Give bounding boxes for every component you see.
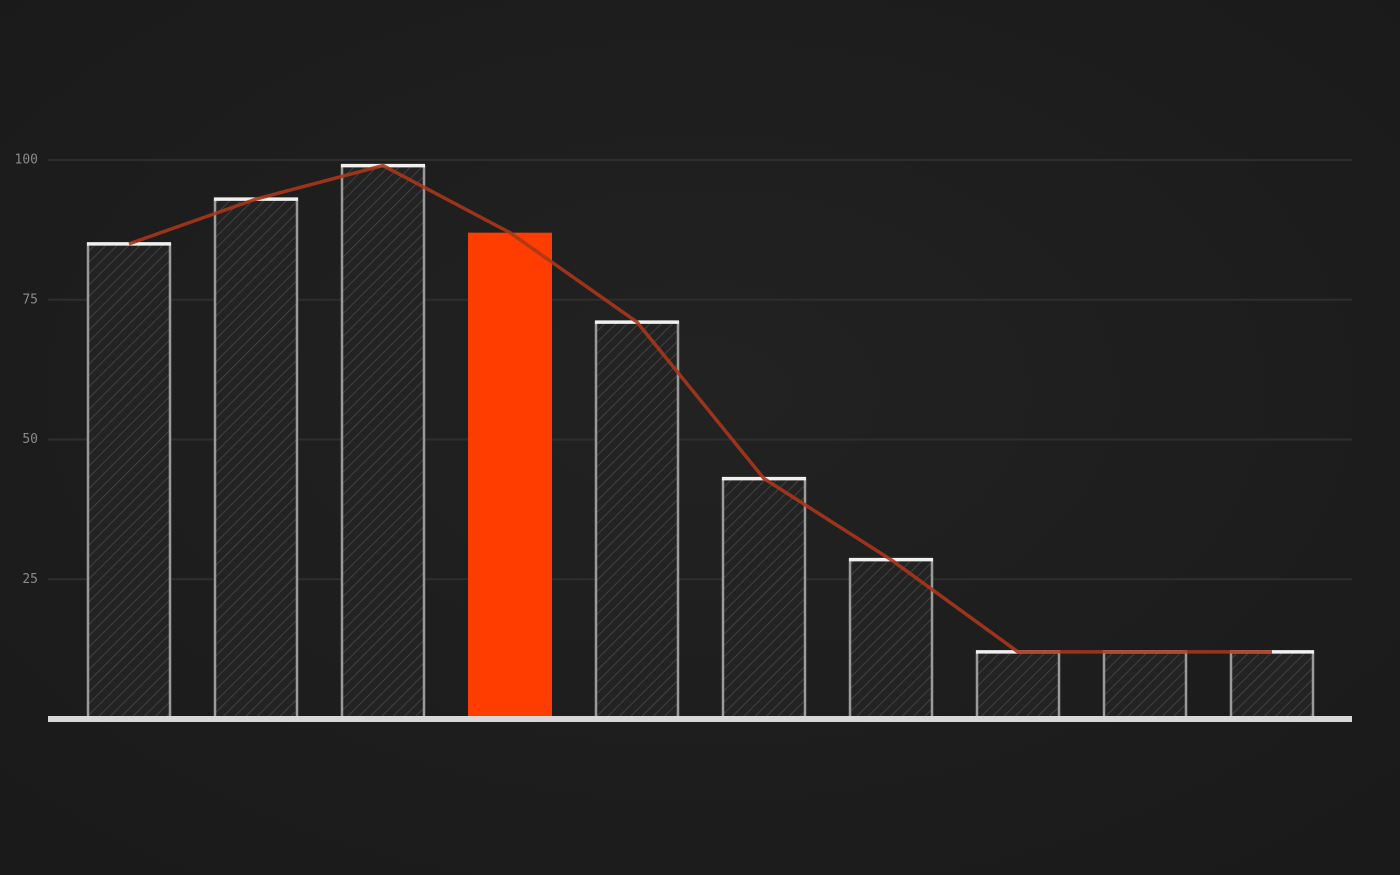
y-tick-label: 50 xyxy=(22,432,38,447)
y-tick-label: 75 xyxy=(22,292,38,307)
y-tick-label: 25 xyxy=(22,572,38,587)
y-tick-label: 100 xyxy=(15,153,38,168)
bar xyxy=(1102,650,1188,721)
bar xyxy=(86,242,172,721)
bar-highlight xyxy=(468,232,552,720)
trend-line xyxy=(128,163,1272,654)
bar xyxy=(975,650,1061,721)
bar xyxy=(594,320,680,721)
bar xyxy=(1229,650,1315,721)
bar xyxy=(213,197,299,721)
bar xyxy=(340,164,426,721)
bar xyxy=(721,477,807,721)
bar xyxy=(848,558,934,721)
x-axis xyxy=(48,716,1352,722)
